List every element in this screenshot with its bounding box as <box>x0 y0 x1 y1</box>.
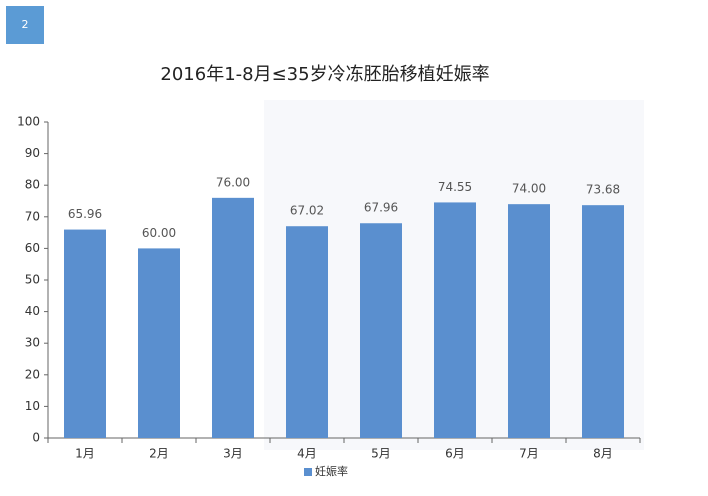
y-tick-label: 100 <box>17 115 40 129</box>
x-tick-label: 6月 <box>445 447 465 461</box>
value-label: 67.02 <box>290 204 324 218</box>
x-tick-label: 2月 <box>149 447 169 461</box>
bar <box>434 202 476 438</box>
y-tick-label: 20 <box>25 367 40 381</box>
bar <box>582 205 624 438</box>
y-tick-label: 70 <box>25 209 40 223</box>
bar <box>360 223 402 438</box>
value-label: 74.55 <box>438 180 472 194</box>
legend-label: 妊娠率 <box>315 464 348 478</box>
y-tick-label: 10 <box>25 399 40 413</box>
x-tick-label: 7月 <box>519 447 539 461</box>
badge-label: 2 <box>22 18 29 31</box>
value-label: 65.96 <box>68 207 102 221</box>
legend-swatch <box>304 468 312 476</box>
x-tick-label: 3月 <box>223 447 243 461</box>
y-tick-label: 90 <box>25 146 40 160</box>
value-label: 60.00 <box>142 226 176 240</box>
y-tick-label: 60 <box>25 241 40 255</box>
value-label: 73.68 <box>586 183 620 197</box>
value-label: 67.96 <box>364 201 398 215</box>
x-tick-label: 5月 <box>371 447 391 461</box>
bar <box>508 204 550 438</box>
y-tick-label: 40 <box>25 304 40 318</box>
y-tick-label: 30 <box>25 336 40 350</box>
value-label: 76.00 <box>216 175 250 189</box>
bar <box>286 226 328 438</box>
y-tick-label: 80 <box>25 178 40 192</box>
y-tick-label: 50 <box>25 273 40 287</box>
x-tick-label: 8月 <box>593 447 613 461</box>
y-tick-label: 0 <box>32 431 40 445</box>
x-tick-label: 1月 <box>75 447 95 461</box>
badge <box>6 6 44 44</box>
value-label: 74.00 <box>512 182 546 196</box>
bar <box>138 248 180 438</box>
bar <box>212 197 254 438</box>
chart-title: 2016年1-8月≤35岁冷冻胚胎移植妊娠率 <box>160 64 489 85</box>
x-tick-label: 4月 <box>297 447 317 461</box>
bar <box>64 229 106 438</box>
